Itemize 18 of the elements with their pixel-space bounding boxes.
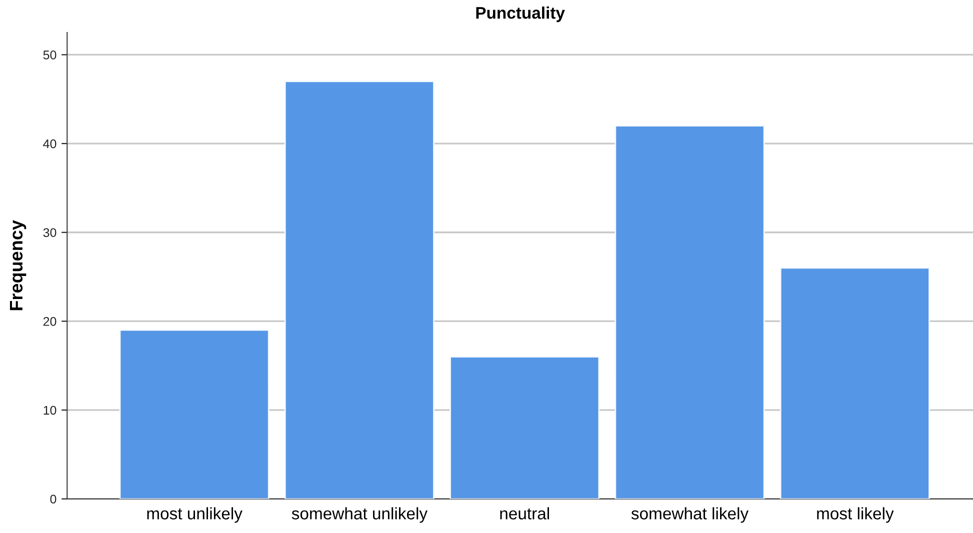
y-axis-title: Frequency: [10, 220, 26, 310]
y-tick-label: 10: [44, 406, 56, 415]
bar: [780, 267, 930, 499]
bar: [284, 80, 434, 499]
x-tick-label: most unlikely: [147, 507, 242, 523]
y-tick-label: 50: [43, 50, 56, 60]
x-tick-label: most likely: [817, 507, 894, 523]
chart-title: Punctuality: [476, 6, 565, 22]
y-tick-label: 40: [43, 139, 56, 148]
y-tick-label: 30: [43, 228, 56, 238]
x-tick-label: neutral: [500, 507, 549, 520]
x-tick-label: somewhat likely: [631, 507, 749, 523]
bar: [119, 329, 270, 499]
bar: [450, 356, 600, 499]
bar: [614, 125, 765, 499]
y-tick-label: 20: [43, 317, 56, 326]
x-tick-label: somewhat unlikely: [292, 507, 428, 523]
y-tick-label: 0: [50, 494, 56, 504]
